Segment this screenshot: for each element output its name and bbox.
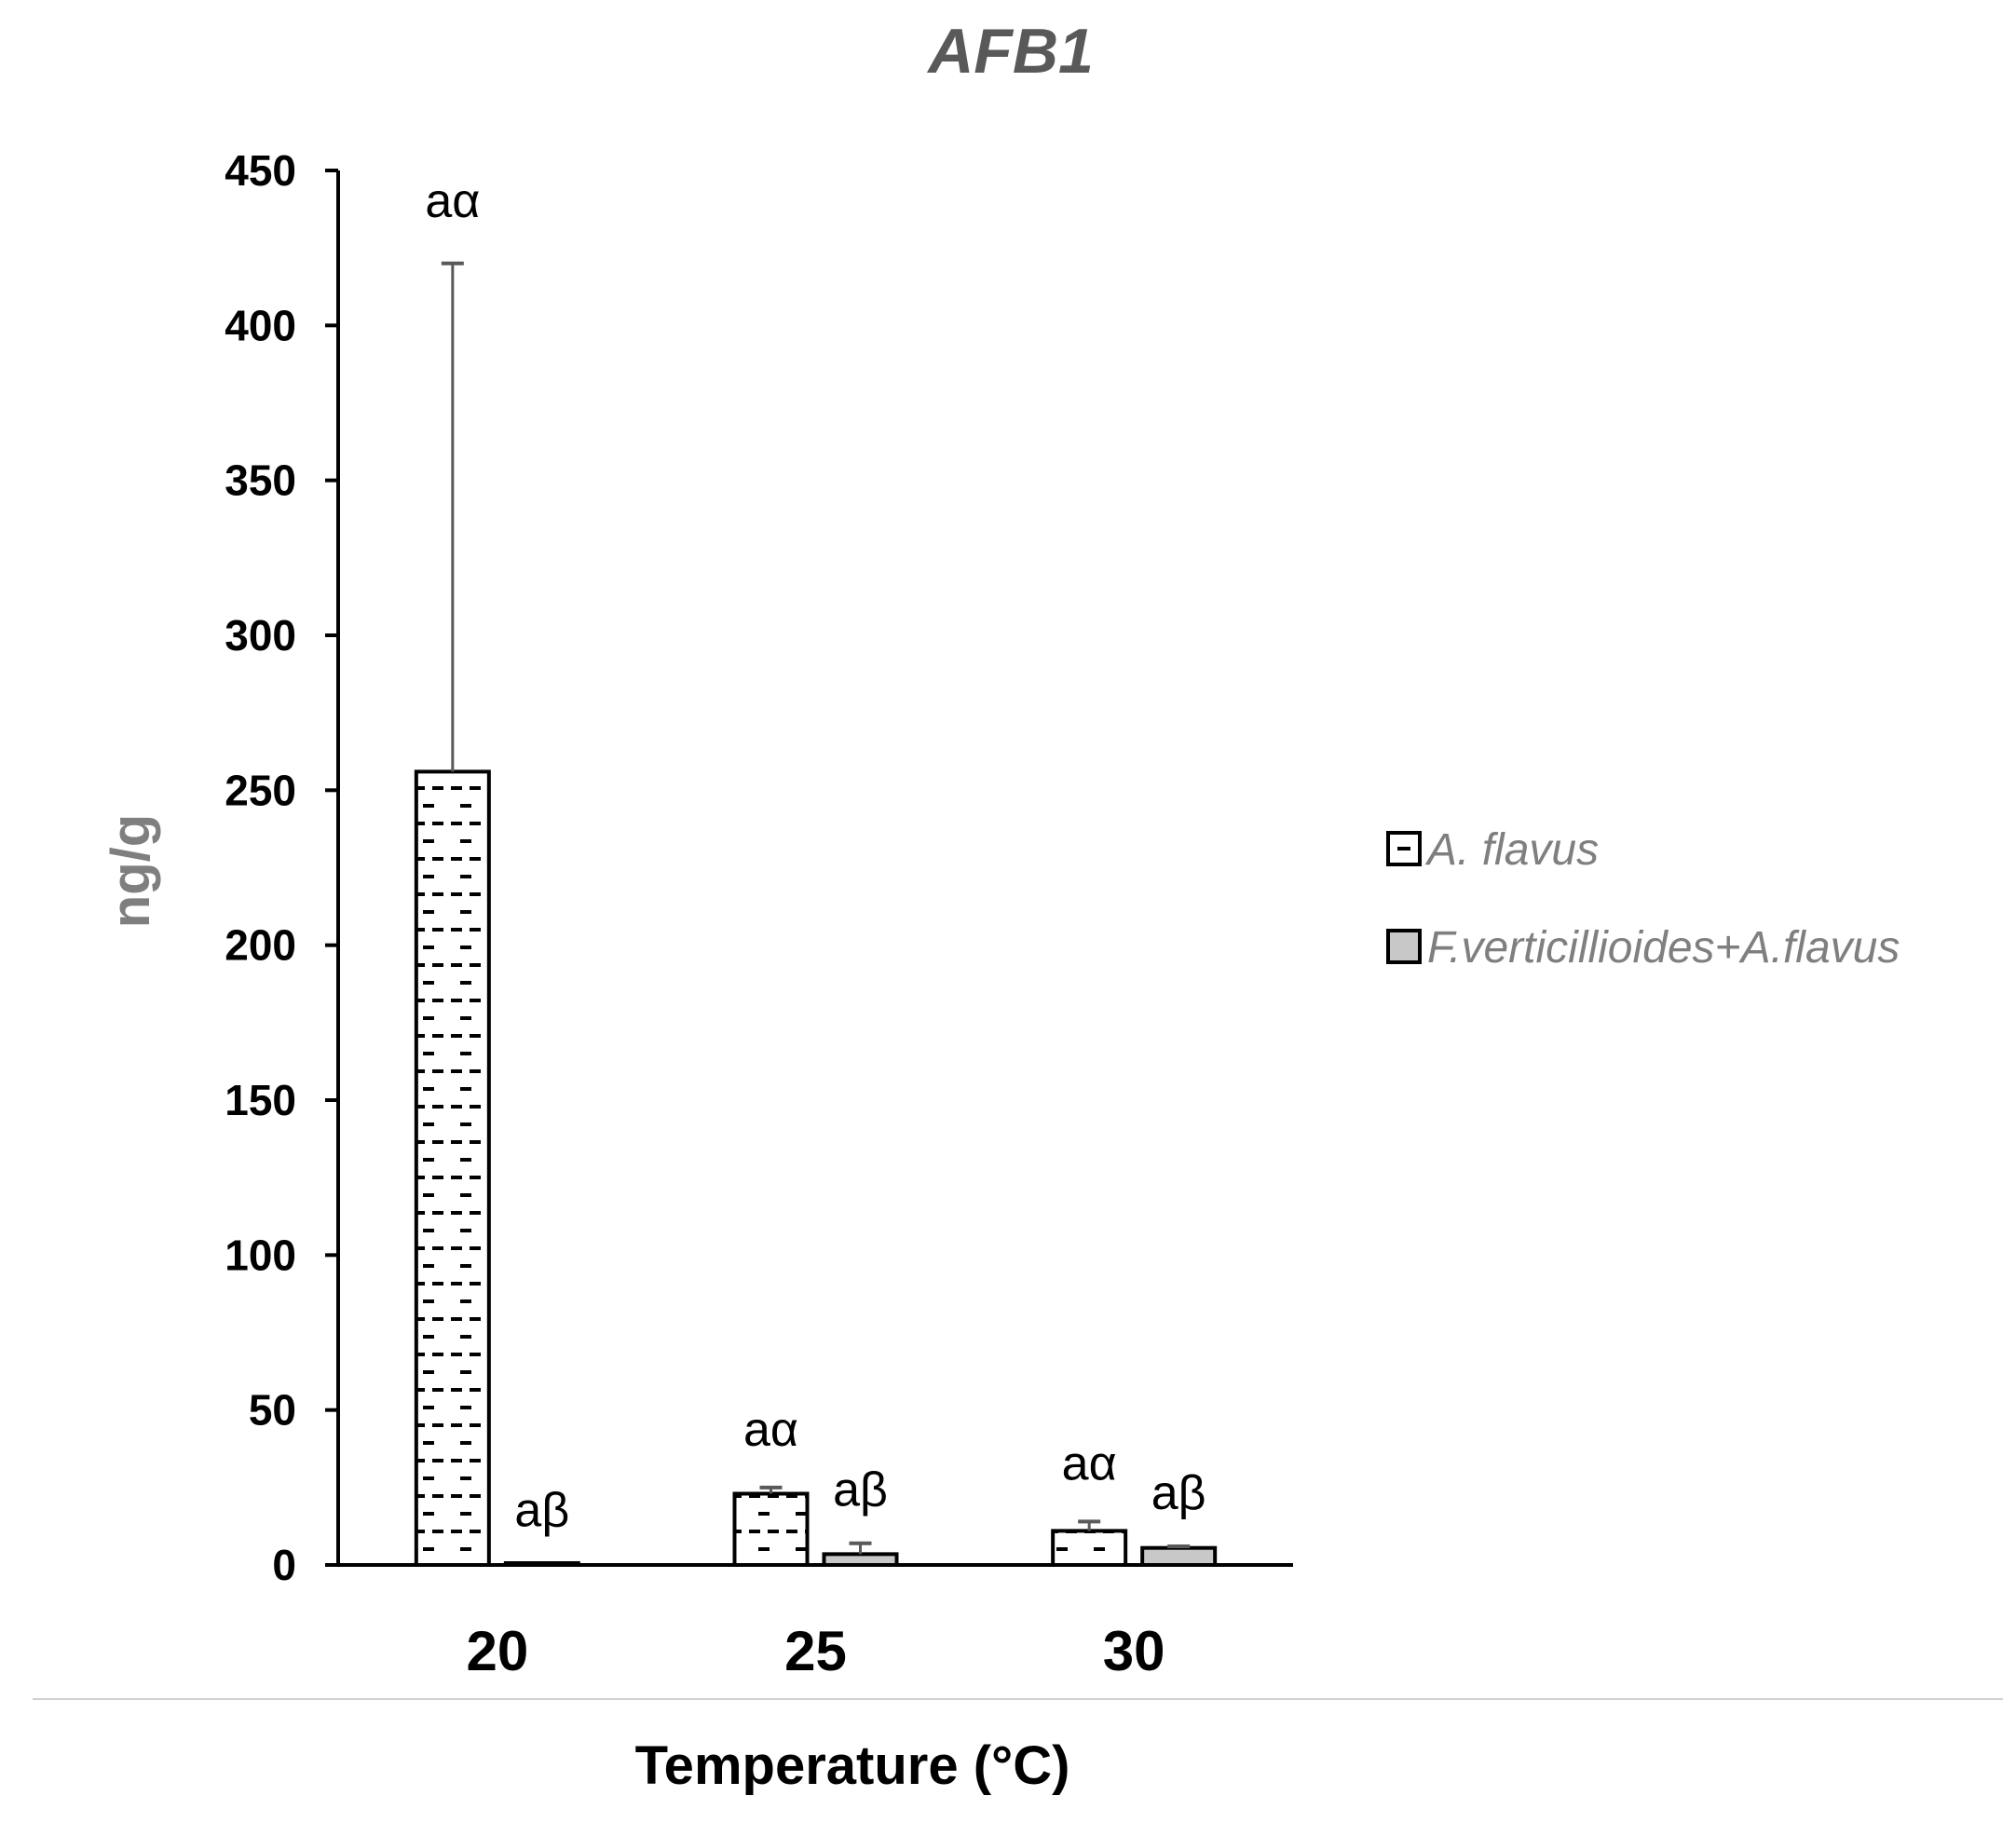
y-tick-label: 300 — [225, 611, 296, 660]
x-tick-label: 20 — [466, 1620, 528, 1682]
y-tick-label: 150 — [225, 1076, 296, 1124]
legend-swatch — [1386, 929, 1422, 964]
y-axis-ticks: 0 50 100 150 200 250 300 350 400 450 — [225, 146, 338, 1589]
y-tick-label: 200 — [225, 921, 296, 970]
bar-f-verticillioides-a-flavus-30 — [1140, 1545, 1218, 1568]
significance-label: aα — [425, 174, 480, 228]
significance-label: aβ — [1151, 1466, 1206, 1520]
y-tick-label: 350 — [225, 456, 296, 505]
significance-label: aα — [1062, 1436, 1117, 1490]
x-axis-label: Temperature (°C) — [635, 1735, 1070, 1796]
bar-a-flavus-30 — [1051, 1529, 1128, 1567]
y-tick-label: 400 — [225, 301, 296, 349]
y-tick-label: 450 — [225, 146, 296, 195]
bar-a-flavus-25 — [732, 1491, 810, 1568]
bar-a-flavus-20 — [414, 769, 491, 1567]
x-tick-label: 30 — [1103, 1620, 1165, 1682]
x-axis-tick-labels: 20 25 30 — [466, 1620, 1165, 1682]
legend: A. flavus F.verticillioides+A.flavus — [1386, 825, 1900, 973]
y-axis-label: ng/g — [101, 814, 161, 928]
legend-swatch-dash — [1397, 847, 1410, 850]
y-tick-label: 0 — [272, 1541, 296, 1589]
legend-label: A. flavus — [1424, 825, 1599, 875]
y-tick-label: 100 — [225, 1231, 296, 1279]
y-tick-label: 50 — [249, 1386, 296, 1435]
significance-label: aβ — [514, 1483, 569, 1537]
y-tick-label: 250 — [225, 766, 296, 814]
error-bars-group — [441, 261, 1191, 1555]
x-tick-label: 25 — [784, 1620, 847, 1682]
chart-title: AFB1 — [926, 16, 1094, 87]
legend-label: F.verticillioides+A.flavus — [1427, 923, 1900, 973]
significance-label: aβ — [833, 1463, 888, 1517]
significance-label: aα — [743, 1403, 798, 1457]
